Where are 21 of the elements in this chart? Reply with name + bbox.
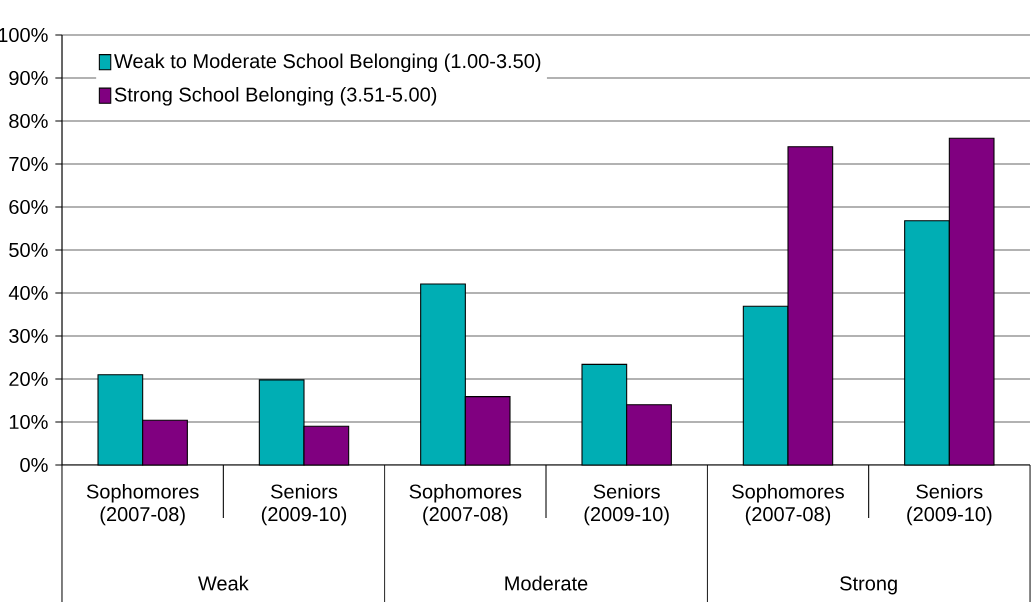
y-tick-label: 50% (9, 242, 48, 258)
y-tick-label: 20% (9, 371, 48, 387)
x-tick-label: Seniors (2009-10) (907, 483, 992, 526)
text: Moderate (505, 575, 588, 591)
y-tick-label: 80% (9, 113, 48, 129)
legend-label: Weak to Moderate School Belonging (1.00-3.50) (114, 53, 541, 73)
x-tick-label: Seniors (2009-10) (584, 483, 669, 526)
legend-label: Strong School Belonging (3.51-5.00) (114, 86, 437, 106)
y-tick-label: 90% (9, 70, 48, 86)
y-tick-label: 40% (8, 285, 48, 301)
x-tick-label: Sophomores (2007-08) (732, 483, 844, 526)
y-tick-label: 30% (9, 328, 48, 344)
x-tick-label: Sophomores (2007-08) (86, 483, 199, 526)
x-tick-label: Sophomores (2007-08) (409, 483, 522, 526)
y-tick-label: 60% (9, 199, 48, 215)
x-tick-label: Seniors (2009-10) (261, 483, 347, 526)
y-tick-label: 0% (20, 457, 48, 473)
y-tick-label: 70% (9, 156, 48, 172)
text: Strong (840, 576, 897, 595)
y-tick-label: 10% (9, 414, 48, 430)
text: Weak (198, 575, 249, 591)
